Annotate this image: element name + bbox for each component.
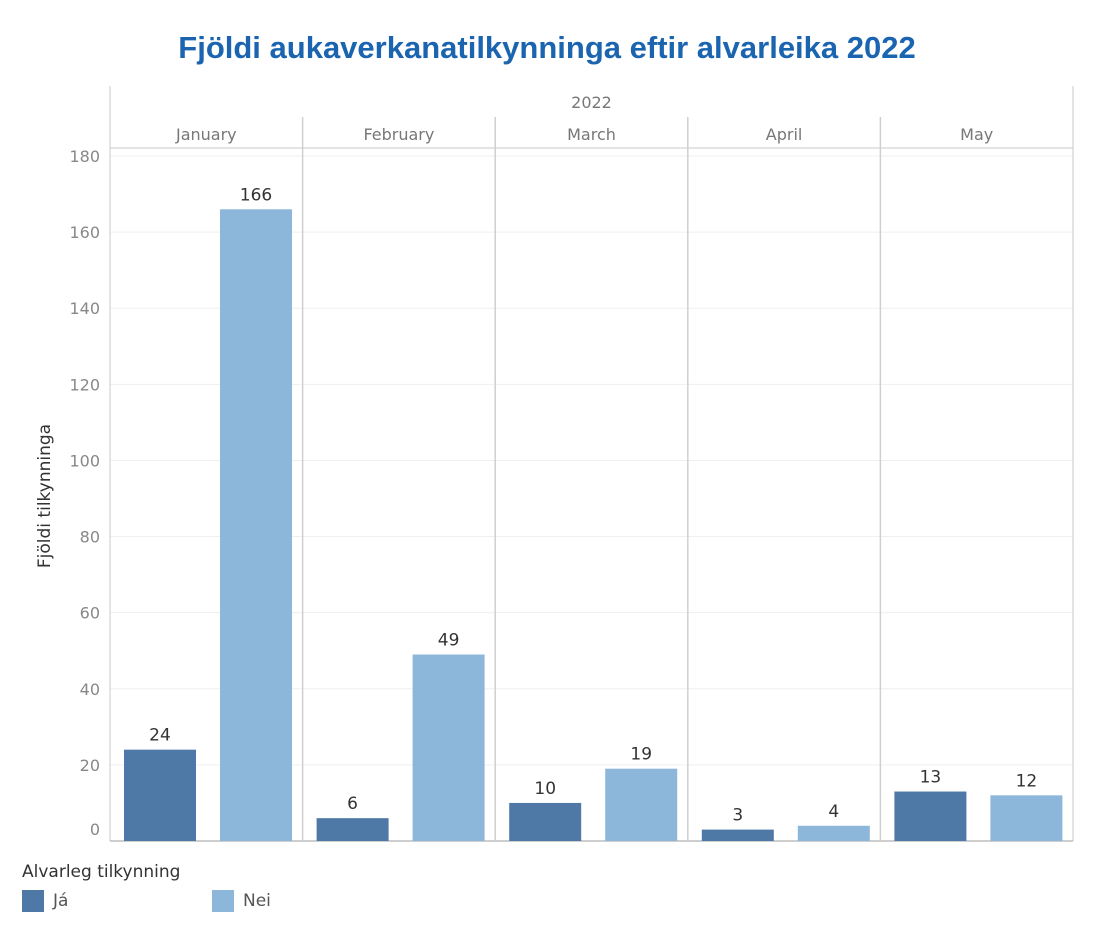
data-label: 49 (438, 631, 460, 651)
data-label: 6 (347, 794, 358, 814)
legend-swatch-nei (212, 890, 234, 912)
y-tick-label: 140 (69, 299, 100, 318)
bar (509, 802, 582, 841)
month-label: March (567, 125, 616, 144)
y-tick-label: 20 (80, 756, 100, 775)
data-label: 24 (149, 726, 171, 746)
y-tick-label: 160 (69, 223, 100, 242)
data-label: 3 (732, 806, 743, 826)
y-axis-title: Fjöldi tilkynninga (35, 424, 55, 568)
bar (605, 768, 678, 841)
month-label: February (363, 125, 434, 144)
bar (701, 829, 774, 841)
y-tick-label: 40 (80, 680, 100, 699)
data-label: 13 (920, 768, 942, 788)
chart-title: Fjöldi aukaverkanatilkynninga eftir alva… (178, 30, 916, 65)
y-tick-label: 60 (80, 604, 100, 623)
data-label: 12 (1016, 771, 1038, 791)
bar (894, 791, 967, 841)
legend-label-nei: Nei (243, 891, 271, 911)
data-label: 166 (240, 185, 272, 205)
bar (220, 209, 292, 841)
y-tick-label: 80 (80, 528, 100, 547)
y-tick-label: 120 (69, 375, 100, 394)
year-header: 2022 (571, 93, 612, 112)
bar (990, 795, 1063, 841)
y-tick-label: 100 (69, 451, 100, 470)
data-label: 19 (630, 745, 652, 765)
bar (316, 818, 389, 841)
legend-title: Alvarleg tilkynning (22, 862, 181, 882)
month-label: May (960, 125, 993, 144)
bar (797, 825, 870, 841)
y-tick-label: 0 (90, 820, 100, 839)
legend-swatch-ja (22, 890, 44, 912)
legend-item-ja[interactable]: Já (22, 890, 68, 912)
data-label: 4 (828, 802, 839, 822)
legend-label-ja: Já (53, 891, 69, 911)
month-label: April (766, 125, 803, 144)
legend-item-nei[interactable]: Nei (212, 890, 271, 912)
data-label: 10 (534, 779, 556, 799)
bar (124, 749, 196, 841)
bar (412, 654, 485, 841)
legend: Alvarleg tilkynning Já Nei (22, 862, 271, 912)
y-tick-label: 180 (69, 147, 100, 166)
month-label: January (175, 125, 237, 144)
